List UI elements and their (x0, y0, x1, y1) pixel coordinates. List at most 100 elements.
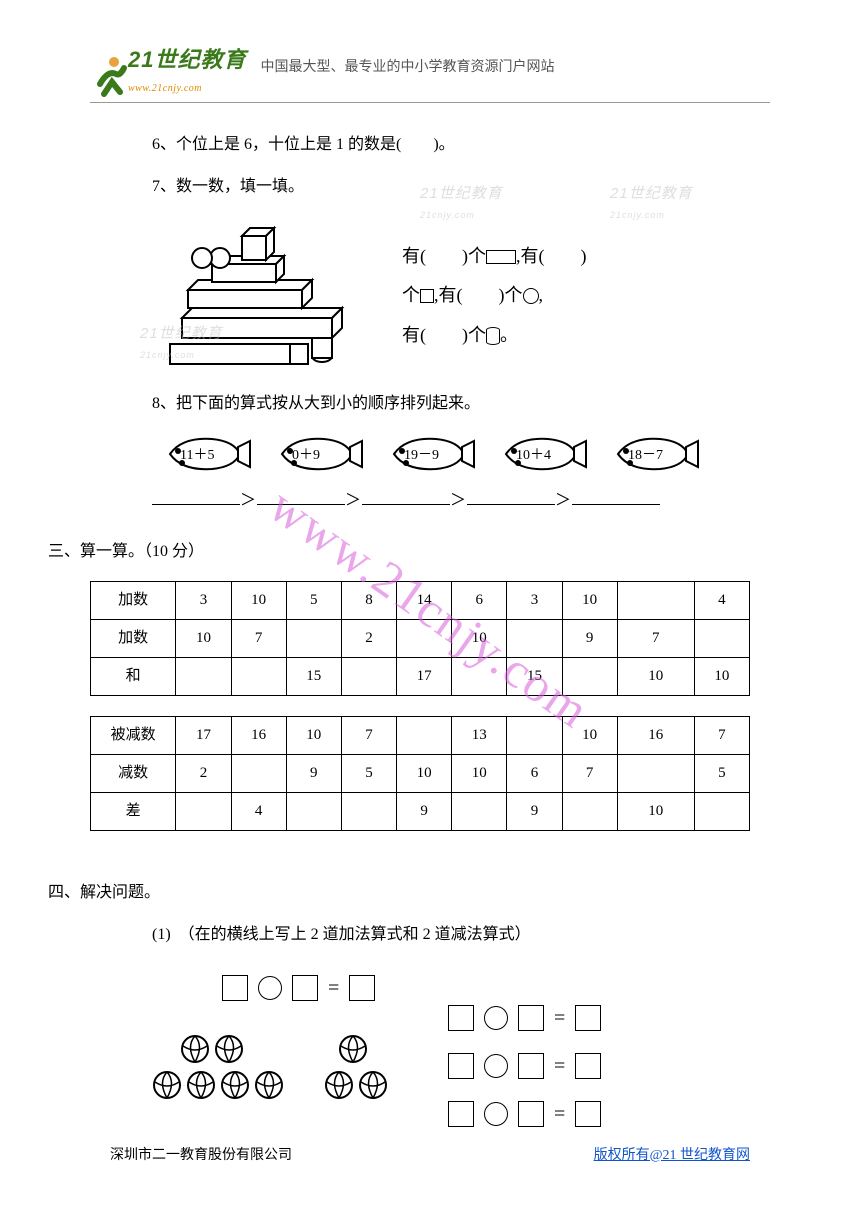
table-cell: 10 (176, 619, 231, 657)
table-cell: 17 (397, 657, 452, 695)
equation-blank: = (448, 1048, 601, 1084)
table-cell: 5 (694, 754, 749, 792)
table-cell: 5 (286, 581, 341, 619)
section-4-title: 四、解决问题。 (48, 879, 770, 908)
blank-circle (258, 976, 282, 1000)
table-cell: 10 (694, 657, 749, 695)
table-cell (562, 792, 617, 830)
table-cell (176, 792, 231, 830)
logo-url-text: www.21cnjy.com (128, 80, 246, 98)
question-4-1: (1) （在的横线上写上 2 道加法算式和 2 道减法算式） (90, 921, 770, 950)
table-cell: 17 (176, 716, 231, 754)
table-cell: 3 (176, 581, 231, 619)
ball-icon (338, 1034, 368, 1064)
blank-square (349, 975, 375, 1001)
table-cell (341, 792, 396, 830)
table-cell: 16 (231, 716, 286, 754)
table-cell (452, 657, 507, 695)
table-cell: 7 (617, 619, 694, 657)
equation-blank-top: = (222, 970, 388, 1006)
logo-runner-icon (90, 54, 130, 98)
question-7-figure: 有( )个,有( ) 个,有( )个, 有( )个。 (90, 216, 770, 376)
header-subtitle: 中国最大型、最专业的中小学教育资源门户网站 (260, 55, 554, 80)
equation-blank: = (448, 1096, 601, 1132)
rect-prism-icon (486, 250, 516, 264)
table-cell (341, 657, 396, 695)
blocks-drawing (152, 216, 362, 376)
table-cell: 5 (341, 754, 396, 792)
table-cell (286, 792, 341, 830)
equation-blanks-right: = = = (448, 1000, 601, 1132)
question-6: 6、个位上是 6，十位上是 1 的数是( )。 (90, 131, 770, 160)
table-cell: 9 (397, 792, 452, 830)
table-cell (231, 657, 286, 695)
ball-icon (220, 1070, 250, 1100)
table-cell: 13 (452, 716, 507, 754)
table-cell: 14 (397, 581, 452, 619)
table-cell: 10 (397, 754, 452, 792)
table-cell: 10 (286, 716, 341, 754)
table-cell: 7 (694, 716, 749, 754)
question-7: 7、数一数，填一填。 (90, 173, 770, 202)
logo-main-text: 21世纪教育 (128, 40, 246, 80)
table-cell (617, 754, 694, 792)
cube-icon (420, 289, 434, 303)
sphere-icon (523, 288, 539, 304)
footer-company: 深圳市二一教育股份有限公司 (110, 1143, 292, 1168)
fish-expression: 19－9 (376, 433, 476, 475)
table-row-label: 减数 (91, 754, 176, 792)
ball-icon (186, 1070, 216, 1100)
fish-expression: 11＋5 (152, 433, 252, 475)
ordering-blanks: ＞＞＞＞ (90, 487, 770, 516)
table-cell: 2 (341, 619, 396, 657)
table-cell (452, 792, 507, 830)
fish-expressions: 11＋5 0＋9 19－9 10＋4 18－7 (90, 433, 770, 475)
table-cell: 7 (341, 716, 396, 754)
question-7-blanks: 有( )个,有( ) 个,有( )个, 有( )个。 (402, 237, 587, 356)
table-cell: 15 (507, 657, 562, 695)
table-cell: 15 (286, 657, 341, 695)
footer-copyright-link[interactable]: 版权所有@21 世纪教育网 (594, 1143, 750, 1168)
table-row-label: 差 (91, 792, 176, 830)
table-cell (507, 716, 562, 754)
table-cell: 10 (452, 619, 507, 657)
table-cell: 9 (507, 792, 562, 830)
table-cell: 8 (341, 581, 396, 619)
page-header: 21世纪教育 www.21cnjy.com 中国最大型、最专业的中小学教育资源门… (90, 40, 770, 103)
balls-figure (152, 1034, 388, 1100)
ball-icon (324, 1070, 354, 1100)
table-cell: 6 (452, 581, 507, 619)
table-row-label: 和 (91, 657, 176, 695)
page-footer: 深圳市二一教育股份有限公司 版权所有@21 世纪教育网 (110, 1143, 750, 1168)
table-cell: 6 (507, 754, 562, 792)
ball-icon (254, 1070, 284, 1100)
cylinder-icon (486, 327, 500, 345)
table-cell: 10 (617, 792, 694, 830)
table-cell: 10 (562, 716, 617, 754)
table-cell: 9 (562, 619, 617, 657)
table-cell (231, 754, 286, 792)
table-row-label: 被减数 (91, 716, 176, 754)
question-8: 8、把下面的算式按从大到小的顺序排列起来。 (90, 390, 770, 419)
table-cell: 7 (231, 619, 286, 657)
fish-expression: 10＋4 (488, 433, 588, 475)
site-logo: 21世纪教育 www.21cnjy.com (90, 40, 246, 98)
section-3-title: 三、算一算。（10 分） (48, 538, 770, 567)
table-row-label: 加数 (91, 619, 176, 657)
table-cell: 10 (452, 754, 507, 792)
table-cell (507, 619, 562, 657)
ball-icon (358, 1070, 388, 1100)
blank-square (292, 975, 318, 1001)
table-row-label: 加数 (91, 581, 176, 619)
table-cell: 10 (617, 657, 694, 695)
table-cell: 4 (694, 581, 749, 619)
addition-table: 加数310581463104加数10721097和1517151010 (90, 581, 750, 696)
table-cell (397, 619, 452, 657)
table-cell (176, 657, 231, 695)
fish-expression: 0＋9 (264, 433, 364, 475)
table-cell: 7 (562, 754, 617, 792)
ball-icon (152, 1070, 182, 1100)
ball-icon (180, 1034, 210, 1064)
ball-icon (214, 1034, 244, 1064)
table-cell: 9 (286, 754, 341, 792)
